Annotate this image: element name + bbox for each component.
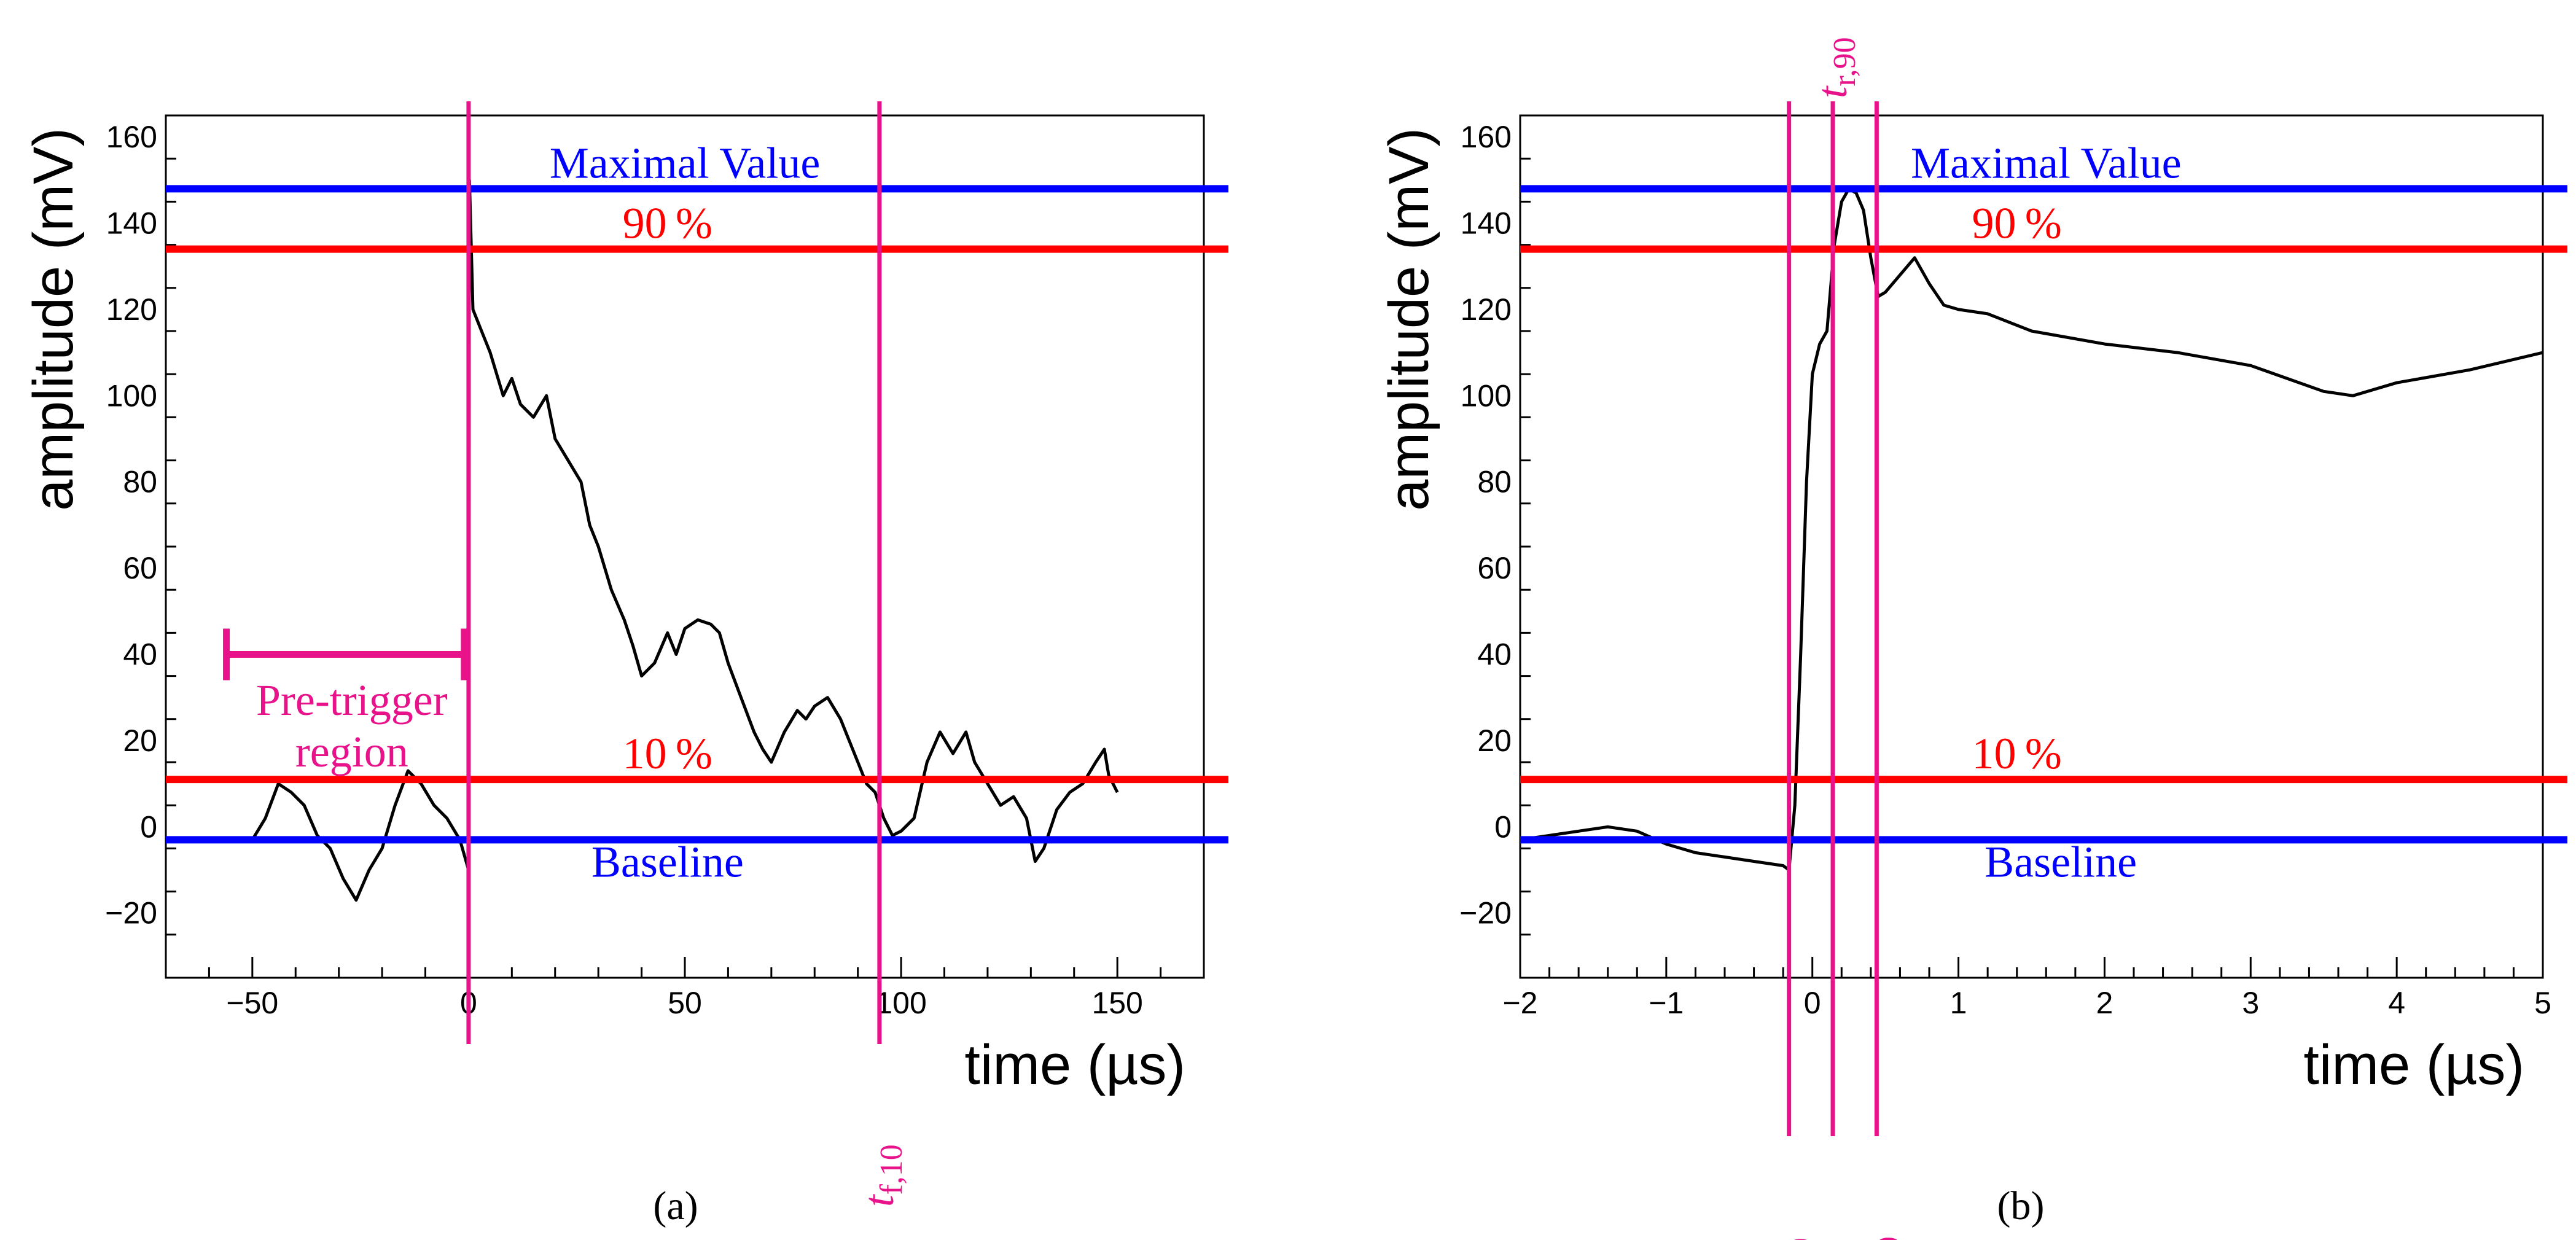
- panel-b: −20 0 20 40 60 80 100 120 140 160 −2 −1 0 1 2 3 4 5 time (…: [1378, 37, 2567, 1240]
- t-r-90-marker-label: tr,90: [1809, 37, 1862, 98]
- y-tick-label: 120: [106, 292, 157, 327]
- x-tick-label: 3: [2242, 986, 2259, 1020]
- x-tick-label: 150: [1091, 986, 1142, 1020]
- 90--label: 90 %: [623, 199, 712, 248]
- y-tick-label: 40: [1477, 638, 1512, 672]
- annotation-text: Pre-trigger: [256, 676, 448, 725]
- y-tick-label: 60: [1477, 551, 1512, 585]
- t-f-10-marker-label: tf,10: [856, 1144, 909, 1207]
- y-tick-label: 100: [1461, 378, 1512, 413]
- x-tick-label: 1: [1950, 986, 1967, 1020]
- x-tick-label: 4: [2388, 986, 2405, 1020]
- y-axis-title: amplitude (mV): [1378, 128, 1440, 511]
- panel-a: −20020406080100120140160−50050100150time…: [22, 101, 1228, 1228]
- y-tick-label: 120: [1461, 292, 1512, 327]
- y-tick-label: 80: [1477, 465, 1512, 499]
- annotation-text: region: [295, 727, 408, 776]
- 90--label: 90 %: [1972, 199, 2062, 248]
- y-tick-label: 20: [1477, 723, 1512, 758]
- x-axis-title: time (µs): [964, 1034, 1185, 1096]
- y-tick-label: 160: [106, 120, 157, 154]
- x-tick-label: 5: [2534, 986, 2551, 1020]
- x-tick-label: 100: [875, 986, 926, 1020]
- baseline-label: Baseline: [591, 837, 744, 886]
- y-tick-label: 60: [123, 551, 157, 585]
- y-tick-label: 80: [123, 465, 157, 499]
- y-tick-label: 100: [106, 378, 157, 413]
- x-tick-label: 50: [668, 986, 702, 1020]
- y-tick-label: 140: [1461, 206, 1512, 241]
- maximal-value-label: Maximal Value: [550, 138, 821, 187]
- x-tick-label: −2: [1502, 986, 1537, 1020]
- x-tick-label: −50: [226, 986, 278, 1020]
- y-tick-label: −20: [1459, 896, 1512, 930]
- 10--label: 10 %: [1972, 729, 2062, 778]
- y-tick-label: 160: [1461, 120, 1512, 154]
- y-tick-label: 0: [140, 809, 157, 844]
- x-tick-label: 2: [2096, 986, 2113, 1020]
- t-r-10-marker-label: tr,10: [1765, 1238, 1819, 1240]
- y-axis-title: amplitude (mV): [22, 128, 85, 511]
- x-axis-title: time (µs): [2303, 1034, 2524, 1096]
- y-tick-label: 0: [1494, 809, 1512, 844]
- t-f-90-marker-label: tf,90: [1852, 1236, 1906, 1240]
- x-tick-label: 0: [1804, 986, 1821, 1020]
- baseline-label: Baseline: [1985, 837, 2137, 886]
- maximal-value-label: Maximal Value: [1911, 138, 2182, 187]
- y-tick-label: 20: [123, 723, 157, 758]
- waveform-series: [251, 178, 1119, 902]
- x-tick-label: −1: [1649, 986, 1684, 1020]
- y-tick-label: −20: [105, 896, 157, 930]
- y-tick-label: 40: [123, 638, 157, 672]
- 10--label: 10 %: [623, 729, 712, 778]
- y-tick-label: 140: [106, 206, 157, 241]
- panel-caption: (a): [653, 1183, 698, 1228]
- panel-caption: (b): [1997, 1183, 2045, 1228]
